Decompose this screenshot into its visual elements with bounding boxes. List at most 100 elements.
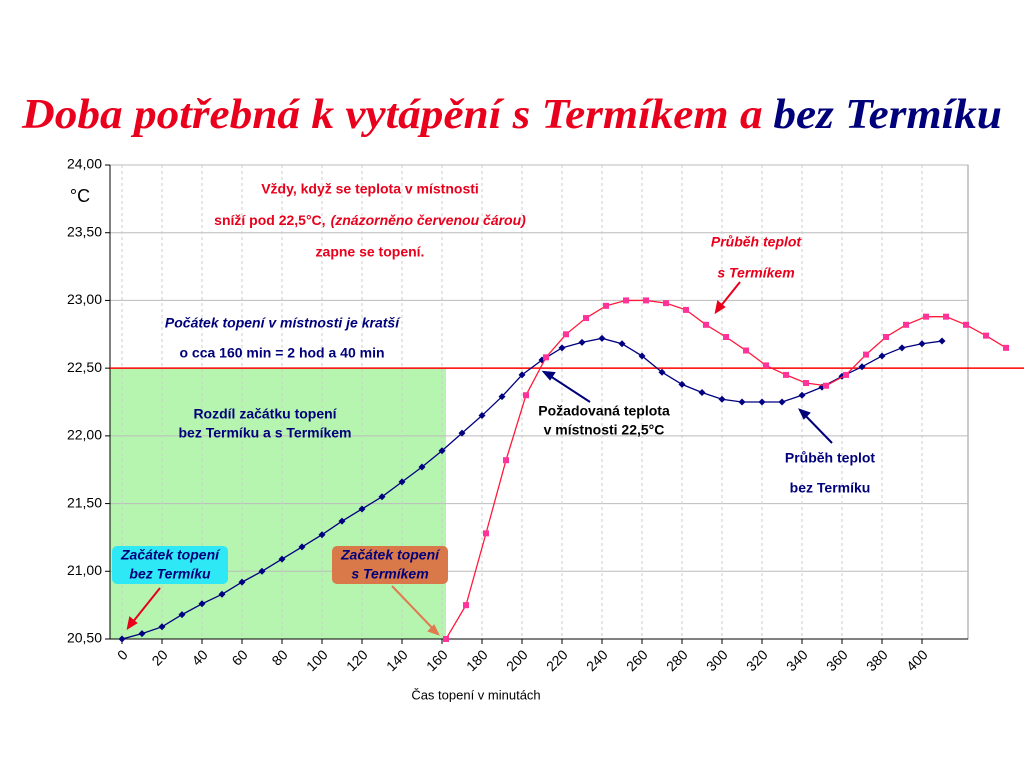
y-tick-label: 22,00 (67, 427, 102, 443)
marker (483, 530, 489, 537)
arrow-head (427, 624, 440, 636)
title-part: bez Termíku (773, 92, 1002, 138)
marker (663, 300, 669, 307)
marker (658, 368, 666, 376)
x-tick-label: 140 (383, 646, 411, 674)
y-tick-label: 23,50 (67, 223, 102, 239)
annotation: Rozdíl začátku topení (193, 406, 337, 422)
y-tick-label: 21,00 (67, 562, 102, 578)
chart-title: Doba potřebná k vytápění s Termíkem a bez… (21, 92, 1002, 138)
marker (863, 351, 869, 358)
y-tick-label: 21,50 (67, 494, 102, 510)
x-tick-label: 360 (823, 646, 851, 674)
y-tick-label: 23,00 (67, 291, 102, 307)
arrow-head (541, 370, 556, 381)
marker (723, 333, 729, 340)
marker (443, 636, 449, 642)
marker (843, 371, 849, 378)
annotation: Začátek topení (120, 547, 221, 563)
marker (923, 313, 929, 320)
marker (298, 543, 306, 551)
annotations: °C Čas topení v minutách Vždy, když se t… (70, 181, 876, 703)
arrow-head (798, 408, 811, 420)
y-tick-label: 22,50 (67, 359, 102, 375)
annotation: bez Termíku a s Termíkem (179, 425, 352, 441)
arrows (126, 281, 833, 636)
marker (798, 391, 806, 399)
y-unit: °C (70, 186, 90, 206)
marker (523, 392, 529, 399)
x-tick-label: 20 (148, 646, 170, 668)
marker (158, 623, 166, 631)
x-tick-label: 280 (663, 646, 691, 674)
x-tick-label: 380 (863, 646, 891, 674)
marker (178, 611, 186, 619)
marker (638, 352, 646, 360)
annotation: Průběh teplot (785, 450, 876, 466)
marker (623, 297, 629, 304)
marker (503, 457, 509, 464)
marker (518, 371, 526, 379)
marker (583, 315, 589, 322)
x-tick-label: 40 (188, 646, 210, 668)
marker (943, 313, 949, 320)
arrow-head (126, 616, 138, 631)
x-tick-label: 100 (303, 646, 331, 674)
x-tick-label: 260 (623, 646, 651, 674)
marker (463, 602, 469, 609)
x-tick-label: 220 (543, 646, 571, 674)
x-tick-label: 160 (423, 646, 451, 674)
marker (358, 505, 366, 513)
annotation: bez Termíku (790, 480, 871, 496)
annotation: bez Termíku (129, 566, 211, 582)
marker (698, 389, 706, 397)
marker (858, 363, 866, 371)
x-tick-label: 0 (114, 646, 131, 663)
x-tick-label: 240 (583, 646, 611, 674)
x-tick-label: 120 (343, 646, 371, 674)
marker (258, 567, 266, 575)
marker (763, 362, 769, 369)
marker (558, 344, 566, 352)
marker (963, 321, 969, 328)
title-part: Doba potřebná k vytápění s Termíkem a (21, 92, 763, 138)
callout-box (332, 546, 448, 584)
annotation: s Termíkem (717, 265, 794, 281)
annotation: Začátek topení (340, 547, 441, 563)
y-tick-label: 24,00 (67, 156, 102, 172)
callout-box (112, 546, 228, 584)
marker (903, 321, 909, 328)
annotation: o cca 160 min = 2 hod a 40 min (179, 345, 384, 361)
annotation: v místnosti 22,5°C (544, 422, 665, 438)
marker (703, 321, 709, 328)
plot-area: 20,50 21,00 21,50 22,00 22,50 23,00 23,50 24,00… (67, 156, 1024, 674)
marker (683, 306, 689, 313)
x-tick-label: 320 (743, 646, 771, 674)
annotation: zapne se topení. (316, 244, 425, 260)
x-tick-label: 200 (503, 646, 531, 674)
marker (1003, 344, 1009, 351)
marker (398, 478, 406, 486)
arrow-head (714, 300, 726, 315)
marker (738, 398, 746, 406)
marker (718, 395, 726, 403)
marker (883, 333, 889, 340)
x-tick-label: 340 (783, 646, 811, 674)
marker (238, 578, 246, 586)
x-tick-label: 400 (903, 646, 931, 674)
marker (938, 337, 946, 345)
marker (598, 334, 606, 342)
marker (338, 517, 346, 525)
marker (543, 354, 549, 361)
marker (983, 332, 989, 339)
marker (678, 380, 686, 388)
marker (198, 600, 206, 608)
marker (803, 380, 809, 387)
marker (378, 493, 386, 501)
marker (118, 635, 126, 643)
marker (898, 344, 906, 352)
series-line (121, 337, 943, 640)
marker (498, 393, 506, 401)
